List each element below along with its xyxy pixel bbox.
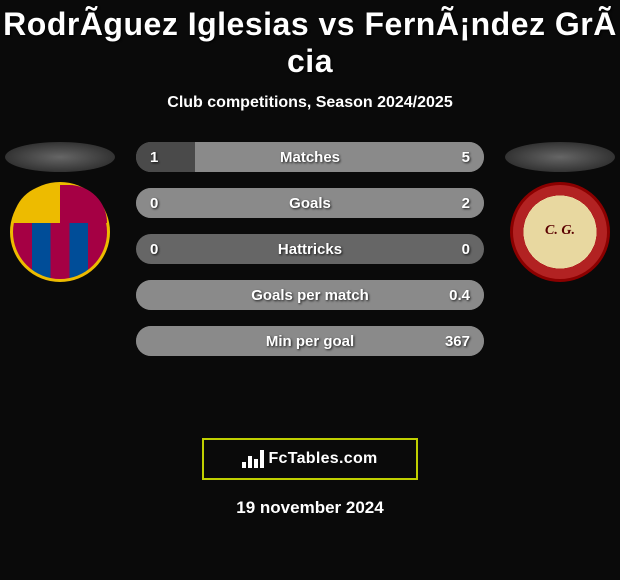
stat-row: 02Goals <box>136 188 484 218</box>
stat-label: Matches <box>136 149 484 166</box>
club-badge-right-icon <box>510 182 610 282</box>
stat-row: 0.4Goals per match <box>136 280 484 310</box>
club-badge-left-icon <box>10 182 110 282</box>
branding-box[interactable]: FcTables.com <box>202 438 418 480</box>
player-silhouette-icon <box>505 142 615 172</box>
page-title: RodrÃ­guez Iglesias vs FernÃ¡ndez GrÃ ci… <box>0 0 620 80</box>
branding-label: FcTables.com <box>268 450 377 468</box>
player-left <box>0 142 120 282</box>
stat-row: 00Hattricks <box>136 234 484 264</box>
stat-label: Goals per match <box>136 287 484 304</box>
comparison-area: 15Matches 02Goals 00Hattricks 0.4Goals per … <box>0 142 620 402</box>
subtitle: Club competitions, Season 2024/2025 <box>0 94 620 112</box>
stat-label: Hattricks <box>136 241 484 258</box>
stat-row: 15Matches <box>136 142 484 172</box>
bar-chart-icon <box>242 450 264 468</box>
date-label: 19 november 2024 <box>0 498 620 518</box>
stats-list: 15Matches 02Goals 00Hattricks 0.4Goals per … <box>136 142 484 356</box>
stat-row: 367Min per goal <box>136 326 484 356</box>
stat-label: Goals <box>136 195 484 212</box>
player-silhouette-icon <box>5 142 115 172</box>
stat-label: Min per goal <box>136 333 484 350</box>
player-right <box>500 142 620 282</box>
